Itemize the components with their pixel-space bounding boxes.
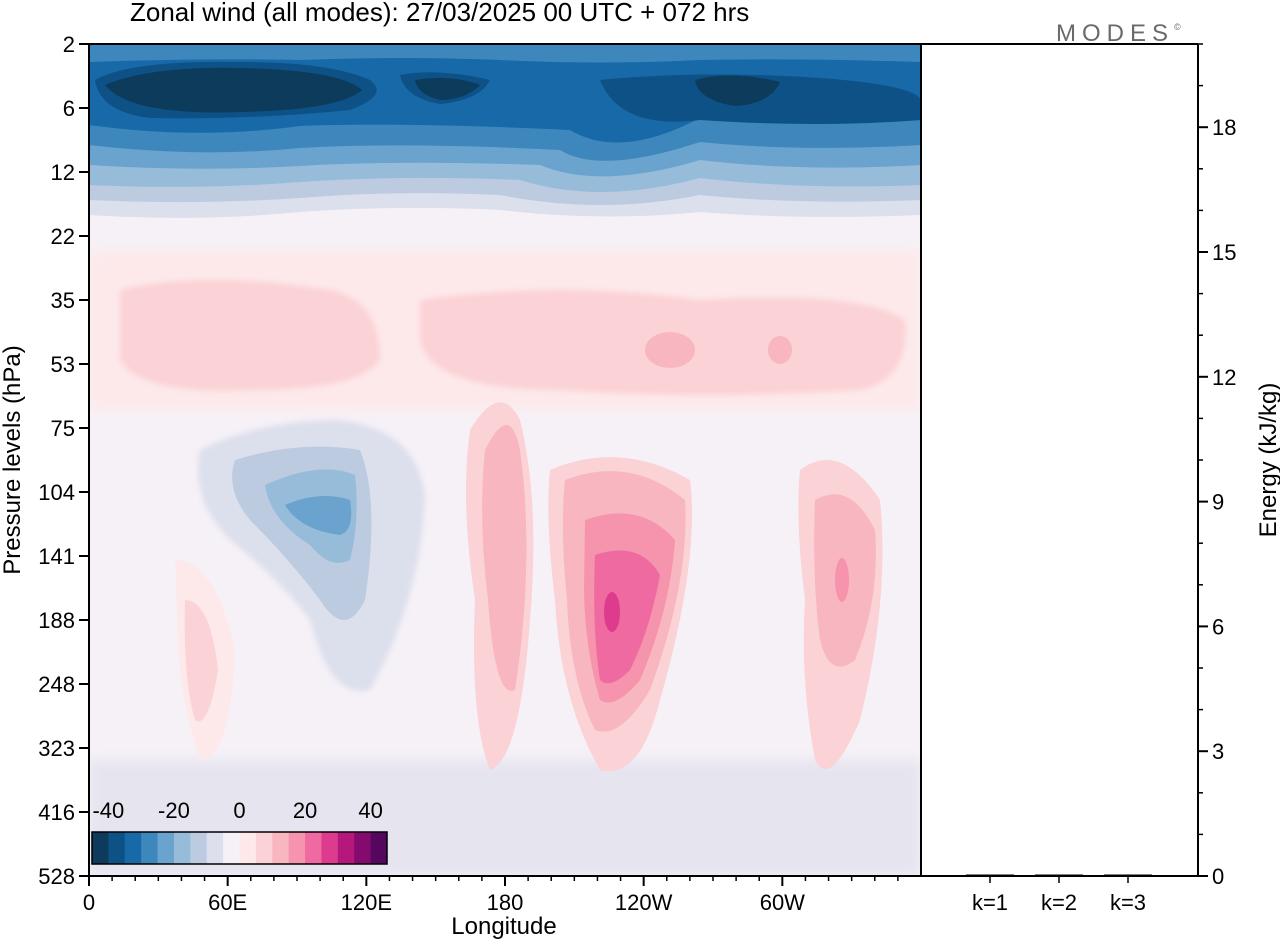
longitude-axis: 0 60E 120E 180 120W 60W bbox=[83, 876, 899, 915]
energy-category-label: k=1 bbox=[972, 890, 1008, 915]
y-tick-label: 75 bbox=[51, 416, 75, 441]
y-tick-label: 2 bbox=[63, 32, 75, 57]
y-tick-label: 141 bbox=[38, 544, 75, 569]
energy-axis: 0 3 6 9 12 15 18 bbox=[1198, 43, 1236, 889]
field-upper-darkcore-west bbox=[105, 67, 362, 113]
energy-tick-label: 0 bbox=[1212, 864, 1224, 889]
field-easterly-pocket-core bbox=[285, 496, 352, 535]
y-tick-label: 323 bbox=[38, 736, 75, 761]
field-jet-120w-4 bbox=[594, 550, 660, 684]
colorbar-swatch bbox=[305, 832, 322, 864]
y-tick-label: 528 bbox=[38, 864, 75, 889]
pressure-axis: 2 6 12 22 35 53 75 104 141 188 248 323 416 528 bbox=[38, 32, 89, 889]
colorbar-frame bbox=[91, 831, 388, 865]
colorbar-swatch bbox=[255, 832, 273, 864]
field-pink-patch-west bbox=[120, 280, 380, 391]
energy-tick-label: 6 bbox=[1212, 614, 1224, 639]
field-jet-120w-core bbox=[604, 592, 620, 632]
chart-title: Zonal wind (all modes): 27/03/2025 00 UT… bbox=[130, 0, 750, 27]
x-tick-label: 180 bbox=[487, 890, 524, 915]
colorbar-tick-label: 40 bbox=[358, 798, 382, 823]
y-tick-label: 12 bbox=[51, 160, 75, 185]
field-jet-40w-core bbox=[835, 558, 849, 602]
y-tick-label: 35 bbox=[51, 288, 75, 313]
y-tick-label: 248 bbox=[38, 672, 75, 697]
x-tick-label: 120E bbox=[341, 890, 392, 915]
colorbar-swatch bbox=[206, 832, 224, 864]
field-jet-40e-inner bbox=[184, 600, 218, 722]
field-upper-darkcore-mid bbox=[415, 77, 480, 100]
x-axis-title: Longitude bbox=[451, 913, 556, 940]
colorbar-swatch bbox=[223, 832, 240, 864]
y-tick-label: 416 bbox=[38, 800, 75, 825]
x-tick-label: 60W bbox=[760, 890, 805, 915]
y-axis-title: Pressure levels (hPa) bbox=[0, 345, 26, 574]
modes-logo: MODES© bbox=[1056, 20, 1181, 48]
logo-copyright-mark: © bbox=[1174, 22, 1181, 32]
energy-bar bbox=[1035, 874, 1083, 876]
energy-category-label: k=3 bbox=[1110, 890, 1146, 915]
energy-bars: k=1 k=2 k=3 bbox=[966, 874, 1152, 915]
colorbar-swatch bbox=[288, 832, 306, 864]
y-tick-label: 104 bbox=[38, 480, 75, 505]
colorbar-tick-label: -40 bbox=[92, 798, 124, 823]
heatmap-field bbox=[89, 44, 921, 876]
energy-bar bbox=[1104, 874, 1152, 876]
field-upper-darkcore-east bbox=[695, 75, 780, 106]
colorbar-swatch bbox=[124, 832, 142, 864]
field-pink-spot bbox=[645, 332, 695, 368]
y-tick-label: 22 bbox=[51, 224, 75, 249]
colorbar: -40 -20 0 20 40 bbox=[91, 798, 388, 865]
colorbar-swatch bbox=[321, 832, 339, 864]
y-tick-label: 188 bbox=[38, 608, 75, 633]
colorbar-swatch bbox=[157, 832, 175, 864]
energy-axis-title: Energy (kJ/kg) bbox=[1255, 383, 1280, 538]
colorbar-swatch bbox=[337, 832, 355, 864]
colorbar-swatch bbox=[190, 832, 208, 864]
colorbar-swatch bbox=[108, 832, 126, 864]
energy-category-label: k=2 bbox=[1041, 890, 1077, 915]
energy-tick-label: 18 bbox=[1212, 115, 1236, 140]
field-jet-165e-inner bbox=[482, 425, 527, 691]
logo-text: MODES bbox=[1056, 20, 1175, 47]
colorbar-swatch bbox=[354, 832, 372, 864]
y-tick-label: 53 bbox=[51, 352, 75, 377]
x-tick-label: 0 bbox=[83, 890, 95, 915]
colorbar-swatch bbox=[239, 832, 257, 864]
colorbar-swatch bbox=[92, 832, 109, 864]
y-tick-label: 6 bbox=[63, 96, 75, 121]
field-upper-top-edge bbox=[89, 44, 921, 63]
colorbar-swatch bbox=[272, 832, 290, 864]
field-pink-spot-2 bbox=[768, 336, 792, 364]
colorbar-tick-label: 20 bbox=[293, 798, 317, 823]
colorbar-swatch bbox=[141, 832, 159, 864]
x-tick-label: 60E bbox=[208, 890, 247, 915]
colorbar-tick-label: -20 bbox=[158, 798, 190, 823]
colorbar-tick-label: 0 bbox=[233, 798, 245, 823]
colorbar-swatch bbox=[173, 832, 191, 864]
x-tick-label: 120W bbox=[615, 890, 673, 915]
energy-tick-label: 3 bbox=[1212, 739, 1224, 764]
energy-tick-label: 9 bbox=[1212, 490, 1224, 515]
energy-tick-label: 12 bbox=[1212, 365, 1236, 390]
colorbar-swatch bbox=[370, 832, 388, 864]
energy-bar bbox=[966, 874, 1014, 876]
energy-tick-label: 15 bbox=[1212, 240, 1236, 265]
